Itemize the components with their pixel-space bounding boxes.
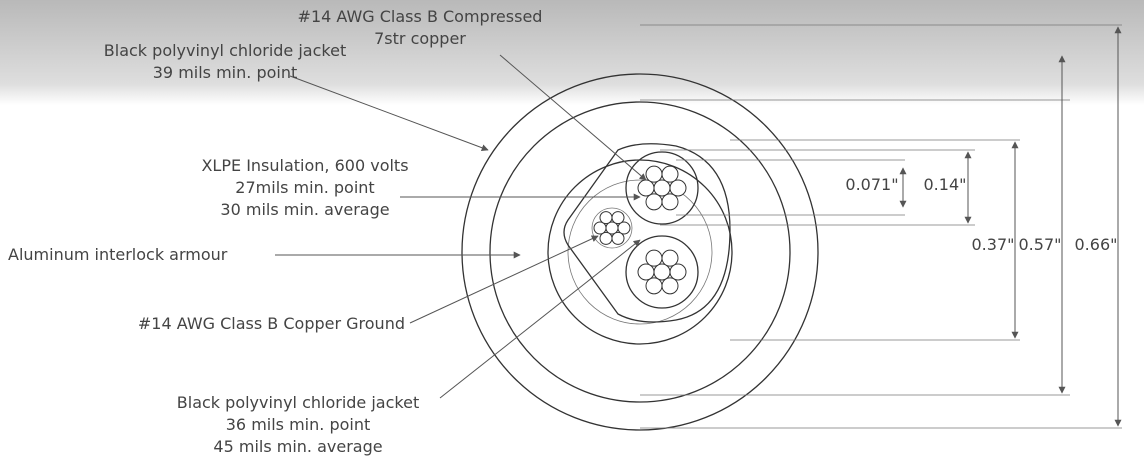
label-line: XLPE Insulation, 600 volts [201, 156, 408, 175]
strand [612, 232, 624, 244]
dimension-label: 0.66" [1075, 235, 1118, 254]
strand [646, 166, 662, 182]
label-line: #14 AWG Class B Compressed [298, 7, 543, 26]
label-line: 39 mils min. point [153, 63, 298, 82]
dimension-label: 0.14" [924, 175, 967, 194]
dimension-label: 0.071" [845, 175, 898, 194]
label-line: Black polyvinyl chloride jacket [177, 393, 419, 412]
label-line: Aluminum interlock armour [8, 245, 228, 264]
strand [662, 194, 678, 210]
dimension-label: 0.57" [1019, 235, 1062, 254]
strand [662, 166, 678, 182]
strand [654, 264, 670, 280]
label-line: 27mils min. point [235, 178, 374, 197]
dimension-label: 0.37" [972, 235, 1015, 254]
strand [612, 212, 624, 224]
label-line: 36 mils min. point [226, 415, 371, 434]
strands [594, 166, 686, 294]
strand [670, 180, 686, 196]
strand [600, 212, 612, 224]
label-line: 45 mils min. average [213, 437, 382, 456]
label-line: 30 mils min. average [220, 200, 389, 219]
label-line: 7str copper [374, 29, 466, 48]
strand [662, 278, 678, 294]
strand [670, 264, 686, 280]
strand [646, 278, 662, 294]
strand [638, 180, 654, 196]
leaders [275, 55, 646, 398]
label-line: #14 AWG Class B Copper Ground [138, 314, 405, 333]
cable [462, 74, 818, 430]
strand [646, 194, 662, 210]
strand [638, 264, 654, 280]
diagram: #14 AWG Class B Compressed 7str copper Bla… [0, 0, 1144, 465]
strand [646, 250, 662, 266]
label-line: Black polyvinyl chloride jacket [104, 41, 346, 60]
strand [654, 180, 670, 196]
strand [662, 250, 678, 266]
